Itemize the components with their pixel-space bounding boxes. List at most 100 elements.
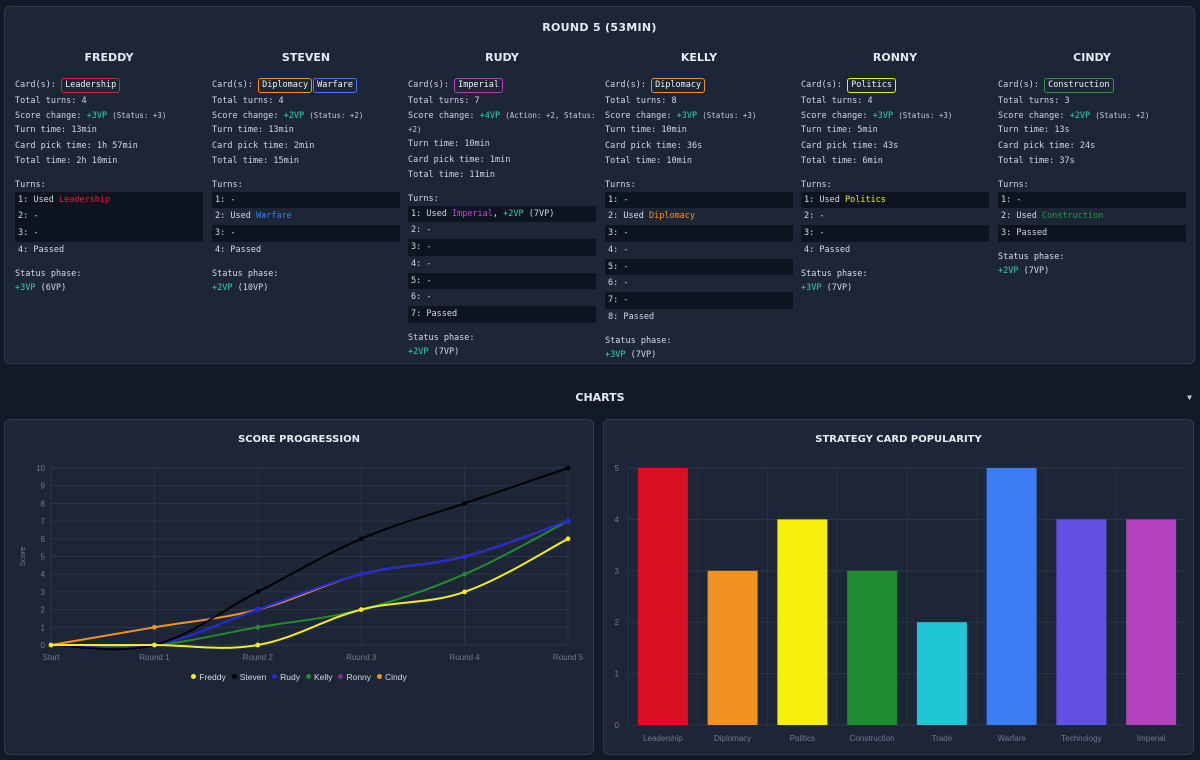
turn-row: 3: Passed: [998, 225, 1186, 242]
turn-row: 2: -: [15, 208, 203, 226]
turn-number: 5:: [608, 261, 619, 272]
turn-number: 2:: [18, 211, 29, 222]
bar-imperial: [1126, 519, 1177, 725]
x-tick-label: Round 4: [449, 653, 480, 662]
cards-label: Card(s):: [212, 80, 253, 90]
turn-time-line: Turn time: 13min: [15, 123, 203, 139]
card-badge: Construction: [1044, 78, 1114, 93]
card-popularity-chart: 0 1 2 3 4 5 Leadership Diplomacy Politics Constru…: [615, 464, 1186, 743]
turn-number: 4:: [608, 244, 619, 255]
card-badge: Diplomacy: [651, 78, 706, 93]
turn-number: 1:: [18, 194, 29, 205]
score-change-value: +2VP: [283, 111, 305, 121]
turn-row: 5: -: [408, 272, 596, 290]
total-turns-line: Total turns: 4: [212, 94, 400, 110]
collapse-caret-icon[interactable]: ▼: [1187, 393, 1192, 402]
turn-row: 5: -: [605, 258, 793, 276]
turn-row: 2: -: [801, 208, 989, 225]
turn-row: 7: Passed: [408, 306, 596, 324]
total-time-line: Total time: 15min: [212, 154, 400, 170]
round-title: ROUND 5 (53MIN): [542, 21, 657, 34]
status-phase-label: Status phase:: [212, 268, 279, 279]
card-badge: Warfare: [313, 78, 357, 93]
status-total: (10VP): [237, 282, 269, 293]
turn-text: Passed: [819, 244, 851, 255]
turn-time-label: Turn time:: [801, 125, 853, 135]
status-total: (7VP): [826, 282, 853, 293]
player-column: KELLY Card(s): Diplomacy Total turns: 8 Sco…: [605, 51, 793, 362]
total-time-line: Total time: 2h 10min: [15, 154, 203, 170]
cards-line: Card(s): Diplomacy: [605, 78, 793, 94]
turn-row: 8: Passed: [605, 309, 793, 326]
turn-text: Used: [819, 194, 845, 205]
turn-text: -: [623, 228, 629, 239]
score-change-detail: (Status: +3): [898, 111, 953, 120]
turn-row: 4: Passed: [801, 242, 989, 259]
cards-line: Card(s): Diplomacy Warfare: [212, 78, 400, 94]
cards-label: Card(s):: [605, 80, 646, 90]
score-change-label: Score change:: [801, 111, 868, 121]
y-tick-label: 4: [615, 515, 620, 524]
total-time-line: Total time: 37s: [998, 154, 1186, 170]
turn-row: 2: Used Warfare: [212, 208, 400, 225]
turn-text: -: [230, 194, 236, 205]
data-point: [255, 589, 261, 595]
status-phase-value: +2VP (7VP): [408, 345, 596, 359]
turn-text: -: [426, 242, 432, 253]
total-time-label: Total time:: [998, 156, 1055, 166]
score-change-line: Score change: +3VP (Status: +3): [15, 109, 203, 123]
total-turns-line: Total turns: 7: [408, 94, 596, 110]
legend-dot: [306, 674, 312, 679]
card-pick-time-line: Card pick time: 1h 57min: [15, 139, 203, 155]
total-time-line: Total time: 6min: [801, 154, 989, 170]
turn-card-name: Politics: [844, 194, 886, 205]
turn-row: 3: -: [212, 225, 400, 242]
player-name: STEVEN: [281, 51, 331, 64]
turn-number: 2:: [1001, 211, 1012, 222]
bar-diplomacy: [707, 570, 758, 725]
data-point: [255, 642, 261, 648]
score-change-label: Score change:: [212, 111, 279, 121]
x-tick-label: Technology: [1061, 734, 1101, 743]
total-time-value: 6min: [862, 156, 883, 166]
player-column: STEVEN Card(s): Diplomacy Warfare Total tur…: [212, 51, 400, 295]
turn-text: -: [33, 228, 39, 239]
x-tick-label: Diplomacy: [714, 734, 751, 743]
score-change-line: Score change: +2VP (Status: +2): [212, 109, 400, 123]
turn-text: -: [623, 261, 629, 272]
turn-text: -: [623, 295, 629, 306]
score-change-line: Score change: +4VP (Action: +2, Status: …: [408, 109, 596, 137]
turn-text: Passed: [230, 244, 262, 255]
series-line-steven: [50, 467, 569, 651]
total-time-value: 11min: [469, 170, 496, 180]
turn-number: 1:: [608, 194, 619, 205]
turn-number: 6:: [608, 278, 619, 289]
turn-row: 7: -: [605, 292, 793, 310]
turn-row: 3: -: [15, 225, 203, 242]
turns-label: Turns:: [998, 179, 1029, 190]
card-pick-time-value: 2min: [293, 140, 315, 151]
data-point: [565, 465, 571, 471]
turn-row: 4: Passed: [15, 242, 203, 259]
turn-number: 1:: [411, 208, 422, 219]
turn-card-name: Construction: [1041, 211, 1104, 222]
score-change-label: Score change:: [408, 111, 475, 121]
turns-label: Turns:: [15, 179, 46, 190]
legend-item: Rudy: [272, 672, 300, 682]
turn-number: 5:: [411, 275, 422, 286]
x-tick-label: Start: [43, 653, 61, 662]
turn-text: -: [230, 228, 236, 239]
cards-line: Card(s): Politics: [801, 78, 989, 94]
player-name: RUDY: [485, 51, 519, 64]
card-pick-time-label: Card pick time:: [801, 140, 878, 151]
y-tick-label: 0: [41, 641, 46, 650]
card-pick-time-label: Card pick time:: [605, 140, 682, 151]
total-turns-label: Total turns:: [15, 95, 77, 106]
player-column: CINDY Card(s): Construction Total turns: 3…: [998, 51, 1186, 278]
cards-label: Card(s):: [801, 80, 842, 90]
score-change-detail: (Action: +2, Status: +2): [408, 111, 596, 134]
score-change-value: +4VP: [479, 111, 501, 121]
card-pick-time-value: 1min: [489, 154, 511, 165]
score-change-detail: (Status: +3): [702, 111, 757, 120]
